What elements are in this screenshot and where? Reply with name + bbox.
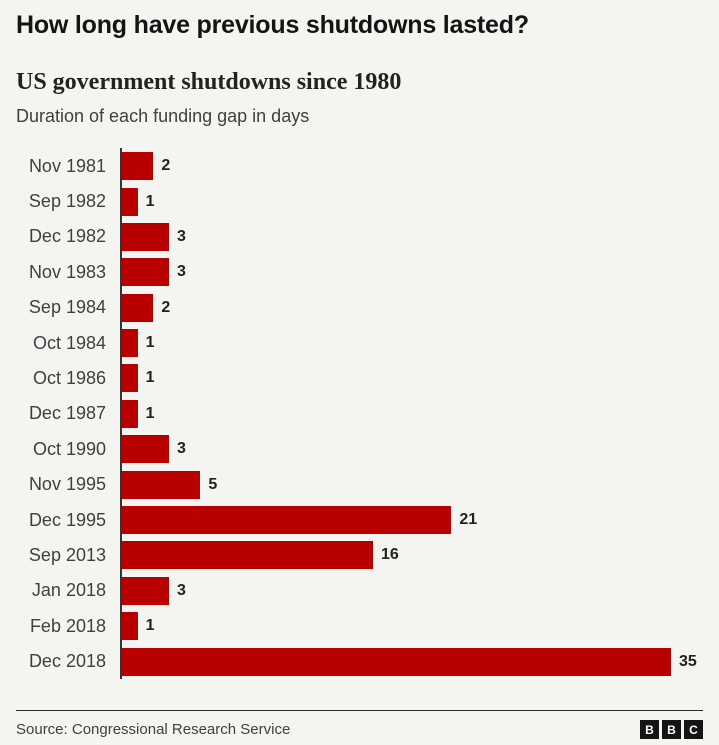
category-label: Oct 1984: [32, 332, 106, 353]
bbc-logo-block: B: [640, 720, 659, 739]
category-label: Dec 1995: [28, 509, 106, 530]
bar: [122, 399, 138, 428]
bar-zone: 3: [122, 573, 186, 608]
chart-row: Dec 1987 1: [16, 396, 703, 431]
chart-row: Sep 1984 2: [16, 290, 703, 325]
chart-row: Sep 2013 16: [16, 538, 703, 573]
value-label: 1: [145, 334, 155, 352]
source-text: Source: Congressional Research Service: [16, 721, 291, 738]
chart-rows: Nov 1981 2 Sep 1982 1 Dec 1982 3 Nov 1983 3 Sep …: [16, 148, 703, 679]
chart-row: Nov 1995 5: [16, 467, 703, 502]
bar: [122, 506, 452, 535]
bar-zone: 1: [122, 396, 155, 431]
value-label: 21: [459, 511, 478, 529]
bar-zone: 3: [122, 255, 186, 290]
value-label: 3: [177, 440, 186, 458]
value-label: 16: [380, 546, 399, 564]
bar: [122, 258, 170, 287]
category-label: Dec 1982: [28, 226, 106, 247]
bar-zone: 1: [122, 325, 155, 360]
chart-title: US government shutdowns since 1980: [16, 69, 402, 96]
bar-zone: 1: [122, 361, 155, 396]
bbc-logo-block: C: [684, 720, 703, 739]
page-title: How long have previous shutdowns lasted?: [16, 11, 529, 39]
bar-zone: 1: [122, 609, 155, 644]
chart-row: Sep 1982 1: [16, 184, 703, 219]
bar-zone: 16: [122, 538, 399, 573]
value-label: 1: [145, 404, 155, 422]
category-label: Feb 2018: [29, 615, 106, 636]
chart-description: Duration of each funding gap in days: [16, 105, 310, 126]
bar-chart: Nov 1981 2 Sep 1982 1 Dec 1982 3 Nov 1983 3 Sep …: [16, 148, 703, 680]
bar-zone: 5: [122, 467, 217, 502]
bar: [122, 435, 170, 464]
chart-row: Oct 1986 1: [16, 361, 703, 396]
bar: [122, 647, 671, 676]
category-label: Sep 2013: [28, 544, 106, 565]
value-label: 1: [145, 617, 155, 635]
y-axis-line: [120, 148, 122, 680]
category-label: Nov 1995: [28, 474, 106, 495]
bar-zone: 1: [122, 184, 155, 219]
category-label: Oct 1986: [32, 367, 106, 388]
bar: [122, 612, 138, 641]
chart-row: Dec 2018 35: [16, 644, 703, 679]
bar-zone: 35: [122, 644, 697, 679]
bar: [122, 576, 170, 605]
bar: [122, 293, 154, 322]
chart-row: Nov 1981 2: [16, 148, 703, 183]
chart-row: Oct 1990 3: [16, 432, 703, 467]
value-label: 3: [177, 227, 186, 245]
value-label: 5: [208, 475, 218, 493]
bar: [122, 470, 201, 499]
value-label: 2: [161, 157, 171, 175]
bar: [122, 222, 170, 251]
category-label: Dec 1987: [28, 403, 106, 424]
bar-zone: 21: [122, 502, 477, 537]
bar: [122, 364, 138, 393]
bbc-logo-block: B: [662, 720, 681, 739]
chart-row: Dec 1982 3: [16, 219, 703, 254]
bar: [122, 541, 373, 570]
footer: Source: Congressional Research Service B…: [16, 710, 703, 739]
value-label: 1: [145, 369, 155, 387]
chart-row: Dec 1995 21: [16, 502, 703, 537]
chart-row: Feb 2018 1: [16, 609, 703, 644]
bar-zone: 3: [122, 219, 186, 254]
bar: [122, 152, 154, 181]
bar: [122, 187, 138, 216]
chart-row: Jan 2018 3: [16, 573, 703, 608]
category-label: Sep 1982: [28, 191, 106, 212]
category-label: Jan 2018: [31, 580, 106, 601]
bar-zone: 2: [122, 148, 170, 183]
category-label: Sep 1984: [28, 297, 106, 318]
category-label: Oct 1990: [32, 438, 106, 459]
bar-zone: 3: [122, 432, 186, 467]
chart-row: Nov 1983 3: [16, 255, 703, 290]
chart-row: Oct 1984 1: [16, 325, 703, 360]
value-label: 35: [679, 652, 697, 670]
category-label: Nov 1983: [28, 261, 106, 282]
value-label: 1: [145, 192, 155, 210]
category-label: Dec 2018: [28, 651, 106, 672]
value-label: 2: [161, 298, 171, 316]
bar: [122, 329, 138, 358]
value-label: 3: [177, 581, 186, 599]
bar-zone: 2: [122, 290, 170, 325]
category-label: Nov 1981: [28, 155, 106, 176]
value-label: 3: [177, 263, 186, 281]
